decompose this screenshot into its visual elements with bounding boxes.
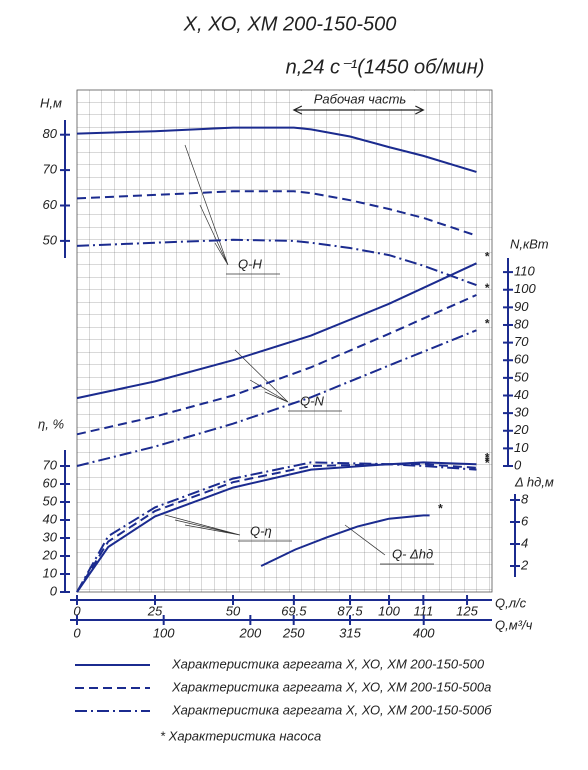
- grid: [76, 89, 493, 593]
- curve-label: Q- Δhд: [392, 546, 433, 561]
- y-axis-label: η, %: [38, 416, 64, 431]
- x-tick-label: 100: [378, 603, 400, 618]
- legend-label: Характеристика агрегата Х, ХО, ХМ 200-15…: [171, 656, 485, 671]
- pump-mark: *: [484, 450, 490, 464]
- y-tick-label: 70: [514, 334, 529, 349]
- y-tick-label: 4: [521, 535, 528, 550]
- y-tick-label: 0: [514, 457, 522, 472]
- x-tick-label: 50: [226, 603, 241, 618]
- y-tick-label: 8: [521, 491, 529, 506]
- y-tick-label: 50: [43, 493, 58, 508]
- y-tick-label: 110: [514, 264, 535, 279]
- x-axis-label: Q,л/с: [495, 595, 527, 610]
- x-tick-label: 100: [153, 625, 175, 640]
- x-axis-label: Q,м³/ч: [495, 617, 533, 632]
- y-tick-label: 40: [43, 511, 58, 526]
- x-tick-label: 125: [456, 603, 478, 618]
- y-tick-label: 20: [42, 547, 58, 562]
- curve-label: Q-H: [238, 256, 262, 271]
- y-axis-label: Δ hд,м: [514, 474, 554, 489]
- y-tick-label: 30: [514, 405, 529, 420]
- curve: [76, 463, 477, 593]
- legend-label: Характеристика агрегата Х, ХО, ХМ 200-15…: [171, 679, 491, 694]
- pump-mark: *: [484, 249, 490, 263]
- x-tick-label: 315: [339, 625, 361, 640]
- y-tick-label: 60: [43, 475, 58, 490]
- curve: [76, 238, 477, 287]
- pump-mark: *: [484, 454, 490, 468]
- x-tick-label: 25: [147, 603, 163, 618]
- x-tick-label: 0: [73, 603, 81, 618]
- y-tick-label: 90: [514, 299, 529, 314]
- y-tick-label: 10: [514, 440, 529, 455]
- y-tick-label: 2: [520, 557, 529, 572]
- x-tick-label: 250: [282, 625, 305, 640]
- leader-lines: [164, 144, 386, 556]
- y-tick-label: 80: [514, 316, 529, 331]
- pump-mark: *: [484, 281, 490, 295]
- y-axis-label: Н,м: [40, 95, 62, 110]
- pump-mark: *: [484, 456, 490, 470]
- chart-title: Х, ХО, ХМ 200-150-500: [183, 13, 397, 35]
- y-tick-label: 30: [43, 529, 58, 544]
- pump-mark: *: [484, 316, 490, 330]
- y-tick-label: 50: [43, 232, 58, 247]
- working-zone-arrow: [292, 105, 425, 115]
- curve-label: Q-η: [250, 523, 272, 538]
- curve: [76, 262, 477, 400]
- pump-mark: *: [438, 502, 444, 516]
- y-tick-label: 100: [514, 281, 536, 296]
- y-tick-label: 20: [513, 422, 529, 437]
- x-tick-label: 69.5: [281, 603, 307, 618]
- x-tick-label: 111: [413, 603, 433, 618]
- label-bg: [300, 91, 420, 109]
- y-tick-label: 6: [521, 513, 529, 528]
- working-zone-label: Рабочая часть: [314, 91, 407, 106]
- legend-label: Характеристика агрегата Х, ХО, ХМ 200-15…: [171, 702, 492, 717]
- chart-subtitle: n,24 с⁻¹(1450 об/мин): [286, 56, 485, 78]
- y-axis-label: N,кВт: [510, 236, 549, 251]
- y-tick-label: 70: [43, 162, 58, 177]
- y-tick-label: 70: [43, 457, 58, 472]
- curve: [76, 126, 477, 173]
- curve: [76, 190, 477, 237]
- curve: [76, 461, 477, 593]
- curve: [260, 514, 430, 567]
- y-tick-label: 60: [43, 197, 58, 212]
- x-tick-label: 400: [413, 625, 435, 640]
- y-tick-label: 10: [43, 565, 58, 580]
- y-tick-label: 60: [514, 352, 529, 367]
- y-tick-label: 0: [50, 583, 58, 598]
- y-tick-label: 50: [514, 369, 529, 384]
- curve: [76, 294, 477, 436]
- curve: [76, 329, 477, 467]
- x-tick-label: 200: [238, 625, 261, 640]
- note: * Характеристика насоса: [160, 728, 321, 743]
- y-tick-label: 80: [43, 126, 58, 141]
- x-tick-label: 87.5: [337, 603, 363, 618]
- curve-label: Q-N: [300, 393, 324, 408]
- curve: [76, 461, 477, 593]
- x-tick-label: 0: [73, 625, 81, 640]
- y-tick-label: 40: [514, 387, 529, 402]
